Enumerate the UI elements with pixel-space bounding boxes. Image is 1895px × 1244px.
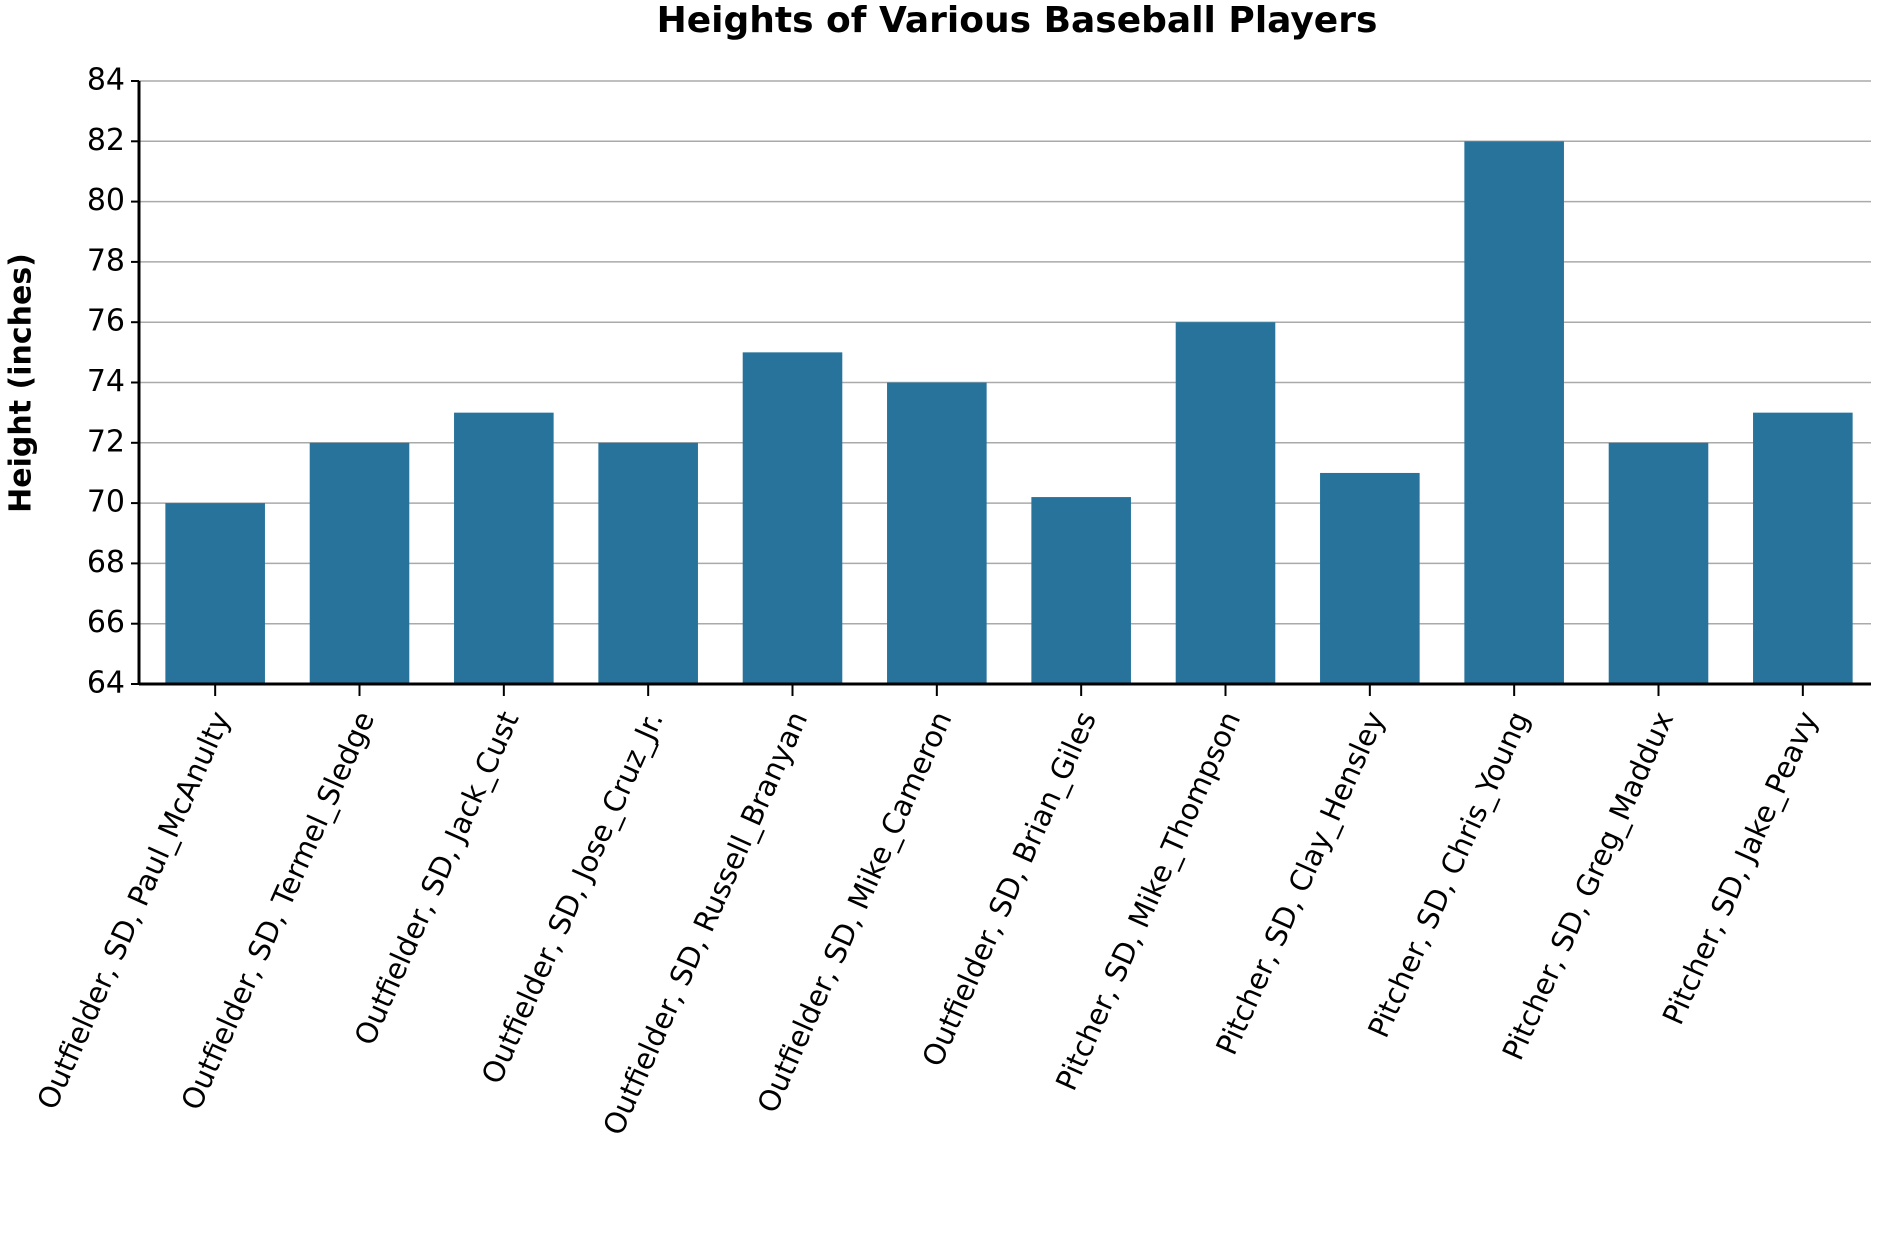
- y-tick-label: 70: [87, 485, 125, 520]
- y-tick-label: 68: [87, 545, 125, 580]
- y-tick-label: 80: [87, 183, 125, 218]
- x-tick-label: Outfielder, SD, Brian_Giles: [915, 706, 1102, 1071]
- bar: [1031, 497, 1131, 684]
- x-tick-label: Pitcher, SD, Greg_Maddux: [1496, 706, 1681, 1065]
- y-tick-label: 74: [87, 364, 125, 399]
- bar: [598, 442, 698, 684]
- y-tick-label: 66: [87, 605, 125, 640]
- bar: [1753, 412, 1853, 684]
- y-tick-label: 76: [87, 304, 125, 339]
- bar: [1320, 472, 1420, 684]
- x-tick-label: Pitcher, SD, Clay_Hensley: [1209, 706, 1391, 1060]
- bar: [309, 442, 410, 684]
- y-tick-label: 82: [87, 123, 125, 158]
- x-tick-label: Outfielder, SD, Jack_Cust: [348, 706, 526, 1050]
- bar: [1608, 442, 1709, 684]
- bar: [454, 412, 554, 684]
- x-tick-label: Pitcher, SD, Jake_Peavy: [1656, 706, 1825, 1029]
- bar: [887, 382, 987, 684]
- chart-title: Heights of Various Baseball Players: [657, 0, 1378, 41]
- y-tick-label: 64: [87, 666, 125, 701]
- bar: [165, 503, 265, 684]
- bar: [1175, 322, 1276, 684]
- y-tick-label: 78: [87, 243, 125, 278]
- y-axis-label: Height (inches): [4, 253, 39, 513]
- bar: [1464, 141, 1564, 685]
- x-tick-label: Pitcher, SD, Chris_Young: [1361, 706, 1536, 1042]
- bar: [742, 352, 843, 684]
- y-tick-label: 84: [87, 63, 125, 98]
- y-tick-label: 72: [87, 424, 125, 459]
